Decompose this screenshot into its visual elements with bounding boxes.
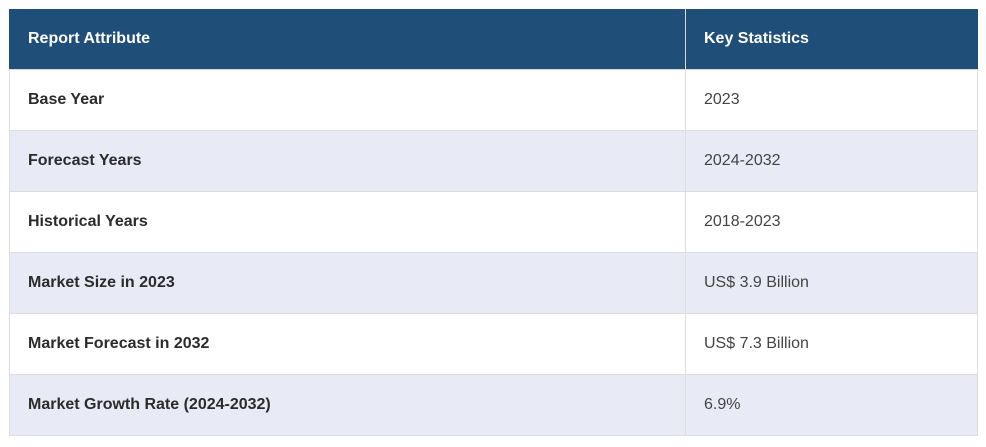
row-attribute-label: Base Year [9, 68, 686, 131]
row-statistic-value: 2024-2032 [685, 129, 978, 192]
row-attribute-label: Historical Years [9, 190, 686, 253]
row-attribute-label: Forecast Years [9, 129, 686, 192]
report-attributes-table: Report Attribute Key Statistics Base Yea… [9, 9, 978, 436]
table-header-row: Report Attribute Key Statistics [9, 9, 978, 70]
header-key-statistics: Key Statistics [685, 9, 978, 70]
table-row: Market Growth Rate (2024-2032) 6.9% [9, 373, 978, 436]
table-body: Base Year 2023 Forecast Years 2024-2032 … [9, 68, 978, 436]
table-row: Historical Years 2018-2023 [9, 190, 978, 253]
table-row: Base Year 2023 [9, 68, 978, 131]
row-statistic-value: US$ 3.9 Billion [685, 251, 978, 314]
report-table-container: Report Attribute Key Statistics Base Yea… [9, 9, 978, 436]
table-header: Report Attribute Key Statistics [9, 9, 978, 70]
row-attribute-label: Market Growth Rate (2024-2032) [9, 373, 686, 436]
row-statistic-value: 2023 [685, 68, 978, 131]
table-row: Market Size in 2023 US$ 3.9 Billion [9, 251, 978, 314]
table-row: Forecast Years 2024-2032 [9, 129, 978, 192]
row-statistic-value: US$ 7.3 Billion [685, 312, 978, 375]
row-statistic-value: 6.9% [685, 373, 978, 436]
header-report-attribute: Report Attribute [9, 9, 686, 70]
table-row: Market Forecast in 2032 US$ 7.3 Billion [9, 312, 978, 375]
row-attribute-label: Market Size in 2023 [9, 251, 686, 314]
row-attribute-label: Market Forecast in 2032 [9, 312, 686, 375]
row-statistic-value: 2018-2023 [685, 190, 978, 253]
